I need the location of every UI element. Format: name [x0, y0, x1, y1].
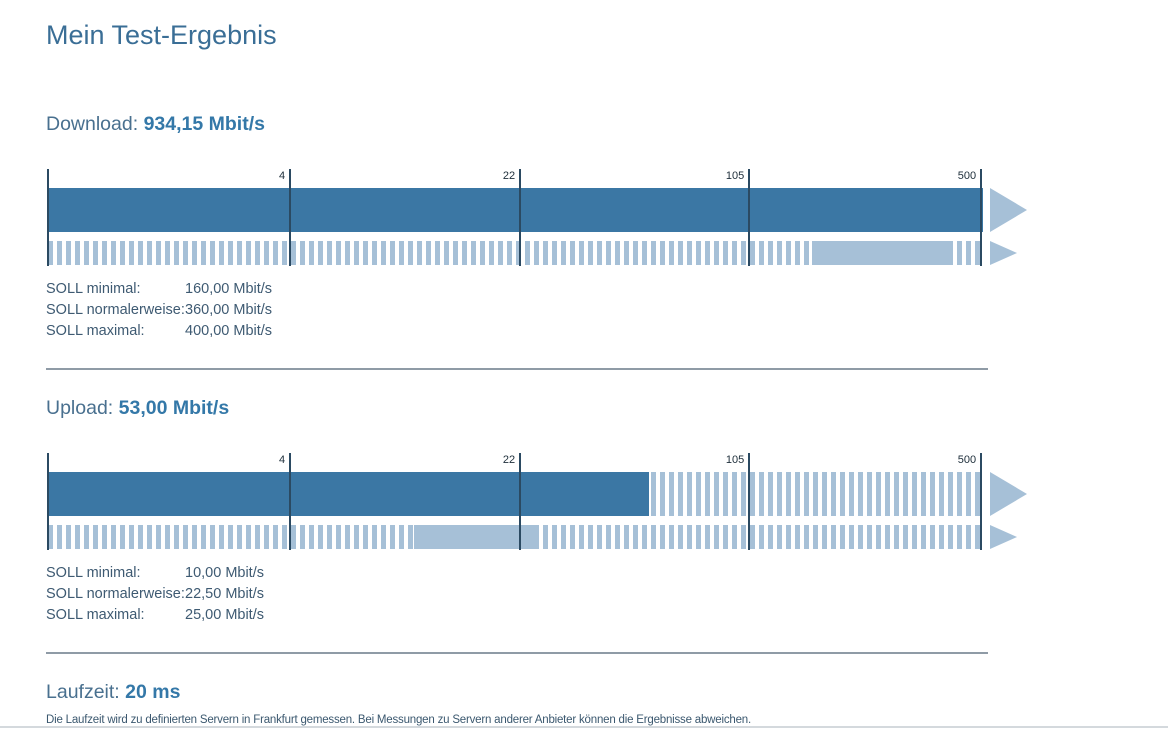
scale-tick-label: 105 — [725, 170, 745, 182]
download-measured-bar — [48, 188, 983, 232]
scale-tick-label: 22 — [502, 170, 516, 182]
scale-tick — [47, 169, 49, 266]
soll-row: SOLL normalerweise: 360,00 Mbit/s — [46, 300, 1168, 321]
laufzeit-heading: Laufzeit: 20 ms — [46, 680, 1168, 704]
soll-row-value: 160,00 Mbit/s — [185, 281, 273, 297]
scale-tick — [748, 453, 751, 550]
upload-value: 53,00 Mbit/s — [118, 397, 230, 419]
soll-row-label: SOLL maximal: — [46, 323, 145, 339]
soll-row-label: SOLL minimal: — [46, 281, 141, 297]
soll-row: SOLL minimal: 10,00 Mbit/s — [46, 563, 1168, 584]
scale-tick — [47, 453, 49, 550]
scale-tick — [289, 169, 292, 266]
scale-tick — [519, 169, 522, 266]
laufzeit-value: 20 ms — [125, 681, 181, 703]
soll-row-value: 25,00 Mbit/s — [185, 607, 264, 623]
page-title: Mein Test-Ergebnis — [46, 20, 277, 50]
download-section: Download: 934,15 Mbit/s 4 22 105 500 SOLL m… — [46, 112, 1168, 370]
overflow-arrow-small-icon — [990, 241, 1017, 265]
download-soll-band — [811, 241, 948, 265]
download-chart: 4 22 105 500 — [47, 169, 1027, 266]
scale-tick-label: 22 — [502, 454, 516, 466]
laufzeit-label: Laufzeit: — [46, 681, 120, 703]
download-label: Download: — [46, 113, 139, 135]
laufzeit-note: Die Laufzeit wird zu definierten Servern… — [46, 714, 751, 726]
download-soll-table: SOLL minimal: 160,00 Mbit/s SOLL normalerw… — [46, 279, 1168, 342]
soll-row-value: 360,00 Mbit/s — [185, 302, 273, 318]
scale-tick — [748, 169, 751, 266]
upload-measured-bar — [48, 472, 983, 516]
section-divider — [46, 652, 988, 654]
soll-row-value: 400,00 Mbit/s — [185, 323, 273, 339]
overflow-arrow-small-icon — [990, 525, 1017, 549]
scale-tick-label: 4 — [279, 454, 286, 466]
soll-row: SOLL normalerweise: 22,50 Mbit/s — [46, 584, 1168, 605]
laufzeit-section: Laufzeit: 20 ms Die Laufzeit wird zu def… — [46, 680, 1168, 727]
soll-row-label: SOLL maximal: — [46, 607, 145, 623]
soll-row-value: 10,00 Mbit/s — [185, 565, 264, 581]
soll-row-label: SOLL minimal: — [46, 565, 141, 581]
soll-row: SOLL maximal: 25,00 Mbit/s — [46, 605, 1168, 626]
overflow-arrow-icon — [990, 188, 1027, 232]
upload-soll-table: SOLL minimal: 10,00 Mbit/s SOLL normalerwe… — [46, 563, 1168, 626]
scale-tick-label: 105 — [725, 454, 745, 466]
soll-row: SOLL minimal: 160,00 Mbit/s — [46, 279, 1168, 300]
upload-soll-bar — [48, 525, 983, 549]
download-value: 934,15 Mbit/s — [143, 113, 265, 135]
soll-row: SOLL maximal: 400,00 Mbit/s — [46, 321, 1168, 342]
scale-tick — [519, 453, 522, 550]
download-heading: Download: 934,15 Mbit/s — [46, 112, 1168, 136]
soll-row-value: 22,50 Mbit/s — [185, 586, 264, 602]
section-divider — [46, 368, 988, 370]
soll-row-label: SOLL normalerweise: — [46, 586, 185, 602]
upload-heading: Upload: 53,00 Mbit/s — [46, 396, 1168, 420]
scale-tick-label: 500 — [957, 170, 977, 182]
page-bottom-border — [0, 726, 1168, 728]
overflow-arrow-icon — [990, 472, 1027, 516]
upload-measured-fill — [48, 472, 650, 516]
upload-soll-band — [413, 525, 539, 549]
scale-tick — [289, 453, 292, 550]
scale-tick — [980, 169, 983, 266]
soll-row-label: SOLL normalerweise: — [46, 302, 185, 318]
download-soll-bar — [48, 241, 983, 265]
upload-label: Upload: — [46, 397, 114, 419]
download-measured-fill — [48, 188, 983, 232]
scale-tick-label: 4 — [279, 170, 286, 182]
upload-chart: 4 22 105 500 — [47, 453, 1027, 550]
upload-section: Upload: 53,00 Mbit/s 4 22 105 500 SOLL mini… — [46, 396, 1168, 654]
scale-tick — [980, 453, 983, 550]
scale-tick-label: 500 — [957, 454, 977, 466]
